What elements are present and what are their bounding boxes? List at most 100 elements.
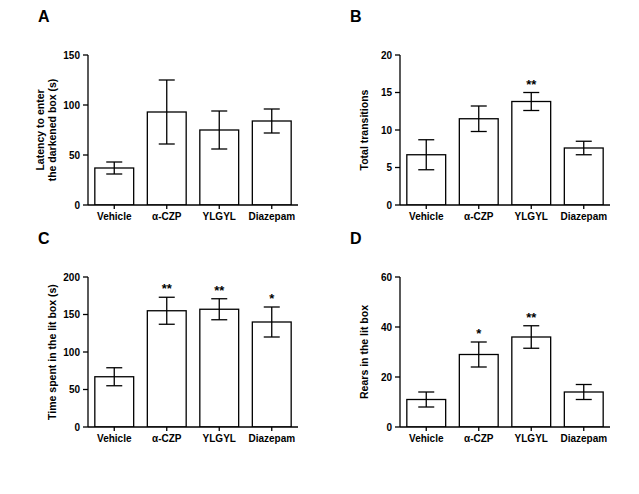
error-cap	[576, 141, 592, 142]
error-cap	[523, 92, 539, 93]
error-cap	[418, 169, 434, 170]
error-stem	[531, 93, 532, 111]
x-tick	[219, 205, 220, 209]
y-axis-title-line: the darkened box (s)	[46, 79, 58, 182]
error-cap	[159, 79, 175, 80]
panel-letter: B	[350, 8, 362, 25]
panel: B**05101520Vehicleα-CZPYLGYLDiazepamTota…	[350, 8, 610, 222]
y-tick-label: 50	[69, 150, 81, 161]
y-axis-title: Rears in the lit box	[358, 305, 370, 399]
x-tick	[219, 427, 220, 431]
x-tick-label: YLGYL	[203, 433, 236, 444]
y-tick	[83, 154, 88, 155]
y-axis	[87, 55, 88, 205]
y-tick	[395, 204, 400, 205]
x-tick-label: YLGYL	[515, 211, 548, 222]
error-bar	[211, 111, 227, 149]
x-tick	[271, 205, 272, 209]
x-tick	[426, 205, 427, 209]
y-axis-title: Total transitions	[358, 89, 370, 170]
error-cap	[523, 110, 539, 111]
error-cap	[159, 324, 175, 325]
marks	[95, 80, 291, 205]
y-tick	[83, 426, 88, 427]
x-tick-label: YLGYL	[203, 211, 236, 222]
x-tick	[114, 427, 115, 431]
x-tick-label: α-CZP	[464, 433, 494, 444]
y-tick	[83, 314, 88, 315]
error-bar	[523, 326, 539, 349]
bar	[459, 119, 498, 205]
error-stem	[219, 299, 220, 320]
error-bar	[106, 368, 122, 386]
error-cap	[471, 105, 487, 106]
error-stem	[166, 80, 167, 144]
y-tick	[83, 54, 88, 55]
y-tick	[83, 104, 88, 105]
significance: **	[214, 283, 225, 298]
error-bar	[418, 392, 434, 407]
error-cap	[418, 406, 434, 407]
x-tick	[166, 427, 167, 431]
error-stem	[219, 111, 220, 149]
x-tick	[583, 427, 584, 431]
error-cap	[264, 132, 280, 133]
y-tick	[395, 167, 400, 168]
error-stem	[166, 297, 167, 324]
error-cap	[471, 341, 487, 342]
bar	[147, 311, 186, 427]
bar	[512, 337, 551, 427]
panel: C*****050100150200Vehicleα-CZPYLGYLDiaze…	[38, 230, 298, 444]
error-bar	[576, 141, 592, 155]
error-cap	[418, 391, 434, 392]
y-tick	[395, 92, 400, 93]
y-tick	[83, 276, 88, 277]
significance: *	[269, 291, 275, 306]
error-stem	[426, 392, 427, 407]
y-axis-title-line: Rears in the lit box	[358, 305, 370, 399]
x-tick	[583, 205, 584, 209]
error-cap	[523, 325, 539, 326]
error-cap	[471, 131, 487, 132]
panel: D***0204060Vehicleα-CZPYLGYLDiazepamRear…	[350, 230, 610, 444]
error-cap	[264, 108, 280, 109]
error-cap	[523, 348, 539, 349]
x-tick	[531, 427, 532, 431]
y-tick	[395, 129, 400, 130]
y-axis-title-line: Latency to enter	[34, 89, 46, 170]
y-tick	[395, 54, 400, 55]
error-stem	[478, 342, 479, 367]
x-tick	[426, 427, 427, 431]
y-tick	[395, 376, 400, 377]
error-bar	[471, 106, 487, 132]
error-cap	[106, 161, 122, 162]
x-tick-label: Diazepam	[248, 433, 295, 444]
panel-letter: D	[350, 230, 362, 247]
y-axis-title: Time spent in the lit box (s)	[46, 284, 58, 420]
y-tick-label: 0	[386, 200, 392, 211]
error-stem	[426, 140, 427, 170]
y-tick	[395, 276, 400, 277]
error-cap	[418, 139, 434, 140]
error-stem	[531, 326, 532, 349]
y-tick-label: 40	[381, 322, 393, 333]
error-cap	[211, 319, 227, 320]
y-tick-label: 20	[381, 372, 393, 383]
error-cap	[211, 110, 227, 111]
marks	[407, 93, 603, 206]
x-tick-label: Diazepam	[248, 211, 295, 222]
y-tick-label: 150	[63, 309, 80, 320]
y-tick-label: 5	[386, 162, 392, 173]
x-tick-label: Vehicle	[97, 211, 132, 222]
bar	[200, 309, 239, 427]
error-cap	[106, 385, 122, 386]
error-cap	[471, 366, 487, 367]
x-axis	[400, 204, 610, 205]
error-cap	[106, 367, 122, 368]
x-tick	[271, 427, 272, 431]
panel: A050100150Vehicleα-CZPYLGYLDiazepamLaten…	[34, 8, 298, 222]
x-tick-label: Diazepam	[560, 433, 607, 444]
error-cap	[159, 297, 175, 298]
bar	[95, 168, 134, 205]
error-bar	[159, 297, 175, 324]
